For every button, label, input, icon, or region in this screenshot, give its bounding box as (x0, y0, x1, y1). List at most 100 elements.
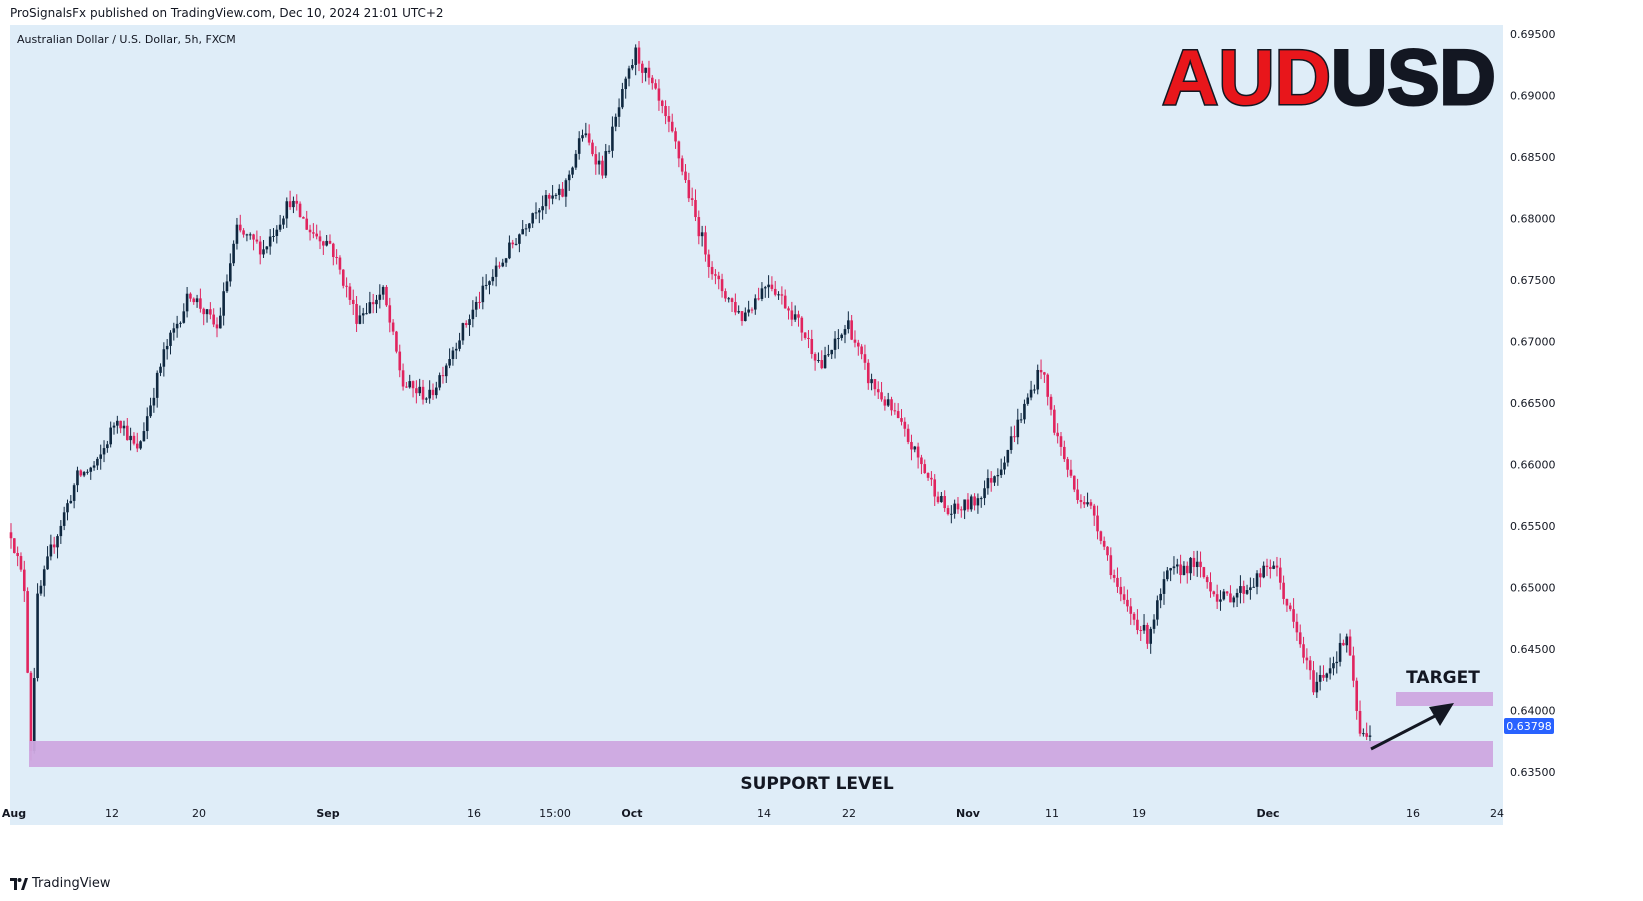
x-tick-label: Oct (621, 807, 642, 820)
candle-body (1013, 436, 1016, 438)
candle-body (783, 295, 787, 309)
candle-body (69, 500, 73, 504)
candle-body (950, 513, 953, 515)
x-tick-label: 16 (1406, 807, 1420, 820)
candle-body (840, 334, 843, 339)
candle-body (670, 121, 674, 132)
candle-body (332, 243, 335, 258)
candle-body (1079, 500, 1083, 503)
candle-body (1209, 582, 1212, 592)
candle-body (614, 116, 618, 127)
candle-body (1036, 369, 1040, 390)
candle-body (471, 309, 475, 320)
price-axis[interactable]: 0.69500 0.69000 0.68500 0.68000 0.67500 0.670… (1510, 28, 1556, 779)
candle-body (66, 503, 69, 513)
candle-body (16, 552, 19, 557)
candle-body (674, 131, 677, 142)
candle-body (577, 138, 581, 154)
candle-body (624, 78, 628, 90)
candle-body (1099, 531, 1103, 541)
x-tick-label: Nov (956, 807, 981, 820)
candle-body (780, 294, 784, 296)
candle-body (19, 556, 23, 570)
candle-body (371, 302, 375, 305)
candle-body (461, 323, 465, 341)
candle-body (145, 416, 149, 432)
x-tick-label: 24 (1490, 807, 1504, 820)
candle-body (405, 386, 408, 388)
candle-body (418, 386, 421, 394)
candle-body (1202, 567, 1206, 578)
candle-body (953, 503, 956, 514)
candle-body (49, 544, 53, 557)
candle-body (644, 67, 647, 73)
tradingview-logo[interactable]: TradingView (10, 876, 111, 891)
candle-body (1126, 599, 1129, 607)
candle-body (1166, 570, 1169, 580)
candle-body (1056, 432, 1059, 437)
y-tick-label: 0.65000 (1510, 582, 1556, 595)
candle-body (571, 167, 574, 175)
candle-body (325, 240, 328, 246)
candle-body (903, 421, 907, 429)
x-tick-label: Sep (316, 807, 339, 820)
candle-body (524, 228, 528, 230)
candle-body (528, 223, 531, 229)
candle-body (538, 210, 541, 213)
y-tick-label: 0.64000 (1510, 705, 1556, 718)
candle-body (963, 499, 966, 511)
candle-body (1023, 403, 1026, 420)
candle-body (491, 276, 495, 282)
candle-body (1222, 591, 1226, 600)
candle-body (730, 298, 734, 302)
candle-body (667, 116, 671, 122)
candle-body (873, 379, 877, 390)
candle-body (1172, 566, 1176, 569)
x-tick-label: 22 (842, 807, 856, 820)
y-tick-label: 0.64500 (1510, 643, 1556, 656)
candle-body (1063, 446, 1066, 460)
candle-body (923, 464, 927, 473)
candle-body (611, 126, 614, 151)
candle-body (597, 160, 601, 165)
candle-body (122, 425, 126, 429)
candle-body (411, 381, 415, 389)
time-axis[interactable]: Aug 12 20 Sep 16 15:00 Oct 14 22 Nov 11 19 Dec 16 24 (2, 807, 1504, 820)
candle-body (109, 427, 112, 445)
candle-body (847, 320, 850, 330)
candle-body (192, 298, 196, 303)
candle-body (32, 678, 36, 752)
candle-body (454, 348, 458, 351)
candle-body (1212, 591, 1216, 595)
candle-body (245, 234, 249, 236)
candle-body (1352, 655, 1355, 681)
candle-body (1235, 592, 1239, 598)
candle-body (1348, 636, 1352, 656)
candle-body (278, 224, 282, 230)
y-tick-label: 0.65500 (1510, 520, 1556, 533)
candle-body (302, 217, 305, 219)
candle-body (1082, 502, 1086, 505)
candle-body (1033, 389, 1036, 391)
candle-body (1285, 598, 1289, 606)
candle-body (1342, 642, 1345, 646)
zones-group (29, 692, 1493, 767)
candle-body (946, 508, 950, 515)
candle-body (1179, 564, 1182, 576)
candle-body (142, 431, 146, 442)
candle-body (710, 266, 714, 275)
candle-body (182, 311, 186, 323)
candle-body (169, 332, 172, 346)
candle-body (1092, 505, 1096, 516)
candle-body (39, 585, 43, 594)
candle-body (1338, 642, 1342, 662)
candle-body (631, 65, 634, 69)
candle-body (458, 340, 461, 349)
candle-body (647, 67, 651, 78)
candle-body (1358, 710, 1362, 734)
candle-body (850, 320, 853, 340)
publisher-line: ProSignalsFx published on TradingView.co… (10, 6, 444, 20)
candle-body (494, 265, 498, 277)
y-tick-label: 0.67000 (1510, 336, 1556, 349)
